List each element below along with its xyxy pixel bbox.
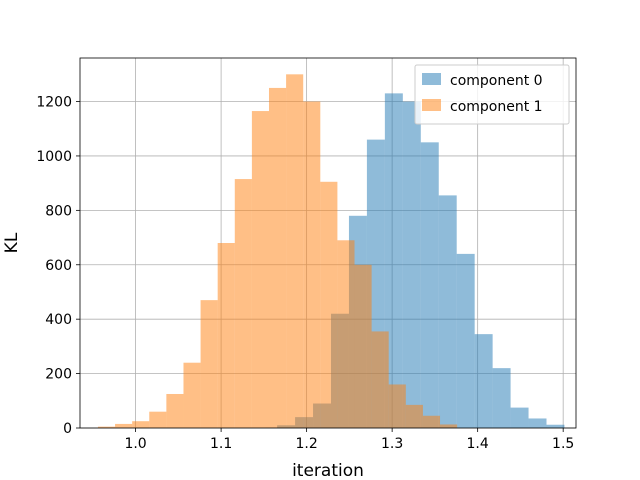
- histogram-bar-series-1: [166, 393, 184, 428]
- histogram-bar-series-0: [528, 418, 547, 428]
- y-tick-label: 800: [45, 203, 72, 219]
- histogram-bar-series-1: [251, 111, 269, 429]
- legend: component 0 component 1: [414, 64, 570, 125]
- x-tick-label: 1.1: [210, 436, 232, 452]
- histogram-bar-series-0: [546, 424, 565, 428]
- x-axis-label: iteration: [292, 461, 364, 480]
- histogram-bar-series-1: [303, 101, 321, 428]
- axis-ticks: 1.0 1.1 1.2 1.3 1.4 1.5 0 200 400 600 800 1000 1200: [36, 95, 574, 452]
- x-tick-label: 1.3: [381, 436, 403, 452]
- histogram-bar-series-1: [354, 264, 372, 428]
- histogram-bar-series-0: [492, 368, 511, 428]
- histogram-bar-series-1: [422, 415, 441, 428]
- x-tick-label: 1.2: [295, 436, 317, 452]
- histogram-bar-series-1: [320, 181, 338, 428]
- y-tick-label: 1000: [36, 149, 72, 165]
- legend-swatch: [422, 73, 441, 85]
- histogram-bar-series-1: [440, 424, 458, 428]
- legend-label: component 0: [450, 73, 543, 89]
- legend-box: [414, 64, 570, 125]
- x-tick-label: 1.4: [467, 436, 489, 452]
- histogram-bar-series-0: [456, 253, 475, 428]
- histogram-bar-series-1: [97, 426, 116, 428]
- histogram-bar-series-1: [183, 362, 201, 428]
- histogram-bar-series-0: [384, 93, 403, 428]
- y-tick-label: 0: [63, 421, 72, 437]
- plot-frame: [79, 57, 577, 429]
- histogram-bar-series-1: [115, 423, 133, 428]
- histogram-bar-series-1: [217, 243, 235, 428]
- histogram-bar-series-1: [268, 87, 287, 429]
- histogram-bar-series-1: [371, 331, 389, 428]
- histogram-bar-series-1: [132, 421, 150, 428]
- histogram-bar-series-1: [388, 384, 406, 428]
- histogram-bar-series-1: [234, 179, 252, 428]
- histogram-bar-series-1: [149, 411, 167, 428]
- legend-swatch: [422, 99, 441, 111]
- histogram-bar-series-1: [200, 300, 218, 428]
- histogram-bar-series-0: [510, 407, 529, 428]
- histogram-bars: [97, 74, 565, 429]
- histogram-bar-series-0: [438, 195, 457, 428]
- histogram-bar-series-0: [402, 101, 421, 428]
- histogram-bar-series-1: [337, 240, 355, 428]
- y-tick-label: 1200: [36, 95, 72, 111]
- legend-label: component 1: [450, 99, 543, 115]
- y-tick-label: 400: [45, 312, 72, 328]
- x-tick-label: 1.0: [124, 436, 146, 452]
- histogram-bar-series-0: [420, 142, 439, 428]
- histogram-bar-series-1: [286, 74, 304, 428]
- y-tick-label: 200: [45, 367, 72, 383]
- histogram-bar-series-0: [474, 334, 493, 428]
- y-axis-label: KL: [2, 232, 22, 253]
- histogram-bar-series-1: [405, 404, 423, 428]
- x-tick-label: 1.5: [552, 436, 574, 452]
- y-tick-label: 600: [45, 258, 72, 274]
